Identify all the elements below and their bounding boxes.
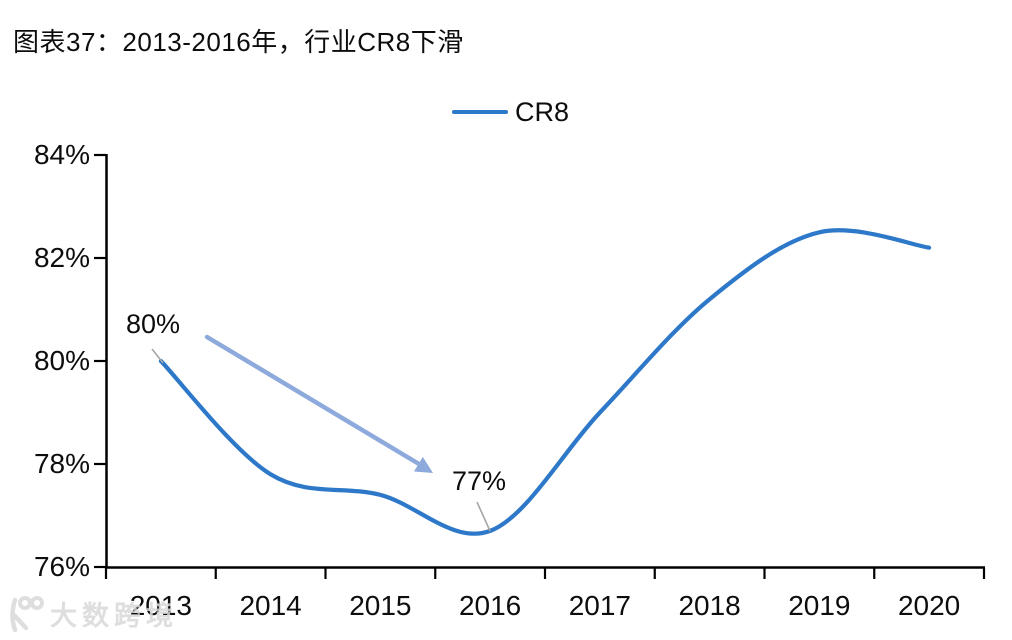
watermark-logo-icon	[10, 596, 44, 633]
x-tick-label: 2016	[458, 590, 522, 621]
legend: CR8	[452, 96, 569, 128]
x-tick-label: 2013	[129, 590, 193, 621]
y-tick-label: 80%	[33, 345, 90, 376]
x-tick-label: 2019	[788, 590, 851, 621]
annotation-leader-line	[476, 501, 491, 532]
legend-line-swatch	[452, 110, 508, 114]
annotation-leader-line	[151, 348, 164, 364]
trend-arrow-head-icon	[414, 456, 433, 473]
watermark-text: 大数跨境	[50, 600, 178, 631]
y-tick-label: 84%	[33, 139, 90, 170]
annotation-value-label: 80%	[126, 309, 180, 339]
x-tick-label: 2014	[239, 590, 302, 621]
legend-label: CR8	[515, 96, 570, 127]
annotation-value-label: 77%	[452, 466, 506, 496]
x-tick-label: 2020	[897, 590, 961, 621]
y-tick-label: 76%	[33, 551, 90, 582]
x-tick-label: 2015	[349, 590, 412, 621]
trend-arrow-shaft	[204, 334, 422, 467]
y-tick-label: 78%	[33, 448, 90, 479]
cr8-line-series	[158, 228, 932, 536]
x-tick-label: 2018	[678, 590, 741, 621]
x-tick-label: 2017	[568, 590, 632, 621]
y-tick-label: 82%	[33, 242, 90, 273]
watermark: 大数跨境	[4, 592, 178, 634]
chart-title: 图表37：2013-2016年，行业CR8下滑	[13, 27, 464, 57]
